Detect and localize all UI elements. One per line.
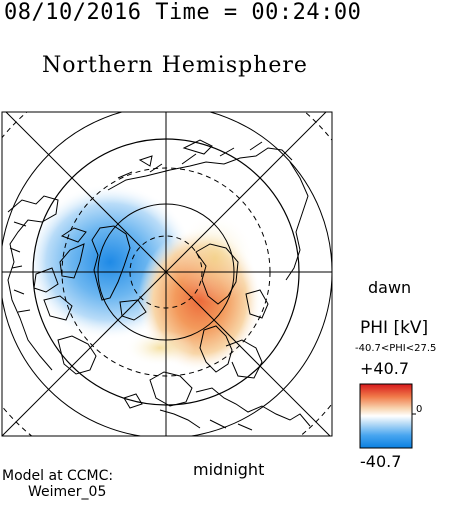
model-credit-line2: Weimer_05 [28,484,107,500]
colorbar-label: PHI [kV] [360,318,429,338]
colorbar-scale [359,383,413,449]
midnight-label: midnight [193,460,265,479]
colorbar-max-label: +40.7 [360,359,410,378]
model-credit-line1: Model at CCMC: [2,468,114,484]
coastlines [7,139,311,431]
colorbar-min-label: -40.7 [360,452,402,471]
potential-pattern [33,184,262,372]
map-title: Northern Hemisphere [42,53,308,78]
datetime-header: 08/10/2016 Time = 00:24:00 [4,0,362,25]
graticule [2,112,332,436]
colorbar-range: -40.7<PHI<27.5 [355,343,437,354]
dawn-label: dawn [368,278,412,297]
colorbar-mid-label: 0 [416,404,423,415]
